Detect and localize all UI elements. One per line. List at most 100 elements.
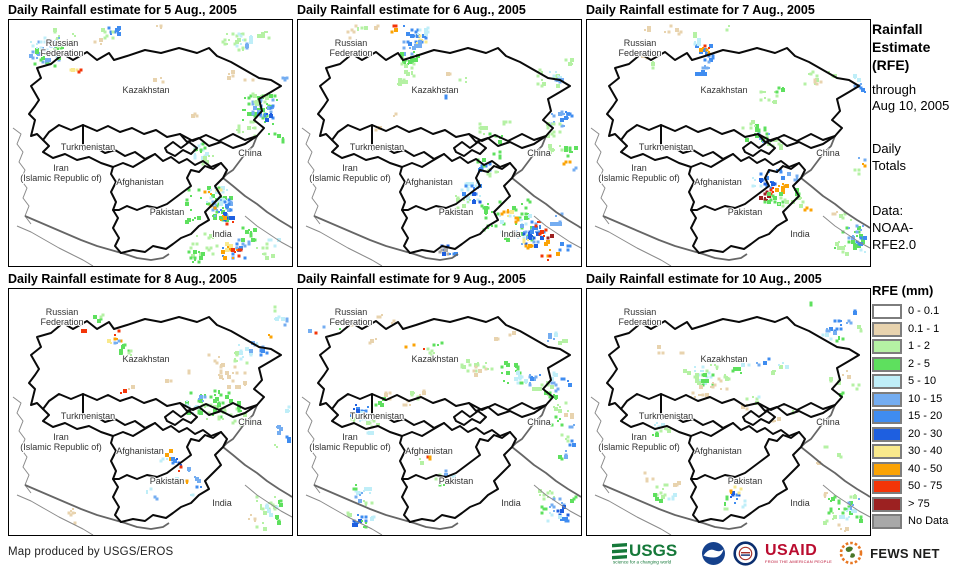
legend-row: No Data <box>872 514 948 529</box>
panel-title: Daily Rainfall estimate for 10 Aug., 200… <box>586 272 822 286</box>
country-label: Pakistan <box>728 476 763 486</box>
sidebar: Rainfall Estimate (RFE) through Aug 10, … <box>872 0 964 570</box>
country-label: China <box>238 417 262 427</box>
legend-row: 10 - 15 <box>872 391 948 407</box>
rainfall-raster <box>308 314 578 529</box>
legend-label: No Data <box>908 515 949 527</box>
rainfall-map: Russian Federation Kazakhstan Turkmenistan I… <box>8 288 293 536</box>
country-label: China <box>527 417 551 427</box>
svg-text:USGS: USGS <box>629 541 677 560</box>
legend-swatch <box>872 356 902 372</box>
legend-row: 2 - 5 <box>872 356 948 372</box>
map-panel-aug6: Daily Rainfall estimate for 6 Aug., 2005… <box>297 3 582 267</box>
usaid-seal-icon <box>733 540 758 566</box>
country-label: Iran (Islamic Republic of) <box>598 432 680 452</box>
legend-row: 0.1 - 1 <box>872 321 948 337</box>
map-panel-aug9: Daily Rainfall estimate for 9 Aug., 2005… <box>297 272 582 536</box>
country-label: India <box>501 498 521 508</box>
country-label: Pakistan <box>150 207 185 217</box>
country-label: India <box>790 498 810 508</box>
fewsnet-globe-icon <box>839 541 863 565</box>
country-label: Afghanistan <box>694 177 742 187</box>
country-label: Turkmenistan <box>61 411 115 421</box>
rainfall-raster <box>66 305 291 531</box>
usaid-logo: USAID FROM THE AMERICAN PEOPLE <box>765 541 833 564</box>
legend-swatch <box>872 374 902 389</box>
country-label: Pakistan <box>439 476 474 486</box>
legend-title: RFE (mm) <box>872 283 934 298</box>
legend-row: 15 - 20 <box>872 409 948 424</box>
legend-swatch <box>872 461 902 477</box>
legend-label: 40 - 50 <box>908 462 943 475</box>
legend-swatch <box>872 409 902 424</box>
country-label: Turkmenistan <box>350 411 404 421</box>
legend-row: 30 - 40 <box>872 444 948 459</box>
legend-swatch <box>872 304 902 319</box>
legend-swatch <box>872 496 902 512</box>
rfe-totals: Daily Totals <box>872 141 906 174</box>
legend-swatch <box>872 391 902 407</box>
usgs-logo: USGS science for a changing world <box>612 541 677 565</box>
legend-rows: 0 - 0.1 0.1 - 1 1 - 2 2 - 5 5 - 10 10 - 15 15 … <box>872 304 948 529</box>
country-label: Iran (Islamic Republic of) <box>309 432 391 452</box>
legend-row: 1 - 2 <box>872 339 948 354</box>
country-label: India <box>501 229 521 239</box>
svg-text:science for a changing world: science for a changing world <box>613 560 672 565</box>
legend-label: 1 - 2 <box>908 340 931 352</box>
panel-title: Daily Rainfall estimate for 6 Aug., 2005 <box>297 3 526 17</box>
country-label: Afghanistan <box>116 177 164 187</box>
legend-label: 2 - 5 <box>908 357 931 370</box>
legend-label: 10 - 15 <box>908 392 943 405</box>
country-label: Russian Federation <box>618 307 661 327</box>
country-label: India <box>212 498 232 508</box>
country-label: Russian Federation <box>618 38 661 58</box>
credit-text: Map produced by USGS/EROS <box>8 546 174 558</box>
legend-label: > 75 <box>908 497 930 510</box>
country-label: Russian Federation <box>40 38 83 58</box>
rainfall-map: Russian Federation Kazakhstan Turkmenistan I… <box>586 19 871 267</box>
legend-swatch <box>872 321 902 337</box>
country-label: Kazakhstan <box>122 354 169 364</box>
rfe-title: Rainfall Estimate (RFE) <box>872 21 931 74</box>
rfe-period: through Aug 10, 2005 <box>872 81 950 114</box>
country-label: Turkmenistan <box>639 411 693 421</box>
country-label: Afghanistan <box>116 446 164 456</box>
footer-logos: USGS science for a changing world USAID … <box>612 539 940 567</box>
country-label: Afghanistan <box>405 177 453 187</box>
rainfall-raster <box>346 24 578 261</box>
legend-row: 5 - 10 <box>872 374 948 389</box>
country-label: Pakistan <box>439 207 474 217</box>
country-label: India <box>212 229 232 239</box>
sidebar-text: Rainfall Estimate (RFE) through Aug 10, … <box>872 20 949 254</box>
legend-label: 5 - 10 <box>908 375 937 387</box>
legend-swatch <box>872 444 902 459</box>
country-label: Iran (Islamic Republic of) <box>309 163 391 183</box>
country-label: Pakistan <box>150 476 185 486</box>
country-label: Iran (Islamic Republic of) <box>20 432 102 452</box>
country-label: China <box>238 148 262 158</box>
rainfall-map: Russian Federation Kazakhstan Turkmenistan I… <box>297 288 582 536</box>
country-label: Turkmenistan <box>639 142 693 152</box>
legend-row: 50 - 75 <box>872 479 948 494</box>
country-label: Afghanistan <box>405 446 453 456</box>
legend-row: 0 - 0.1 <box>872 304 948 319</box>
legend-swatch <box>872 339 902 354</box>
map-panel-aug7: Daily Rainfall estimate for 7 Aug., 2005… <box>586 3 871 267</box>
country-label: Kazakhstan <box>411 354 458 364</box>
usaid-tagline: FROM THE AMERICAN PEOPLE <box>765 558 833 564</box>
country-label: Kazakhstan <box>411 85 458 95</box>
fewsnet-wordmark: FEWS NET <box>870 545 940 561</box>
country-label: Russian Federation <box>329 307 372 327</box>
legend: RFE (mm) 0 - 0.1 0.1 - 1 1 - 2 2 - 5 5 - 10 1… <box>872 283 948 532</box>
country-label: Russian Federation <box>40 307 83 327</box>
map-panel-aug8: Daily Rainfall estimate for 8 Aug., 2005… <box>8 272 293 536</box>
map-panel-aug5: Daily Rainfall estimate for 5 Aug., 2005… <box>8 3 293 267</box>
legend-swatch <box>872 514 902 529</box>
panel-title: Daily Rainfall estimate for 5 Aug., 2005 <box>8 3 237 17</box>
legend-label: 0.1 - 1 <box>908 322 940 335</box>
country-label: Pakistan <box>728 207 763 217</box>
country-label: Russian Federation <box>329 38 372 58</box>
legend-row: 40 - 50 <box>872 461 948 477</box>
country-label: Iran (Islamic Republic of) <box>20 163 102 183</box>
usaid-wordmark: USAID <box>765 541 818 559</box>
